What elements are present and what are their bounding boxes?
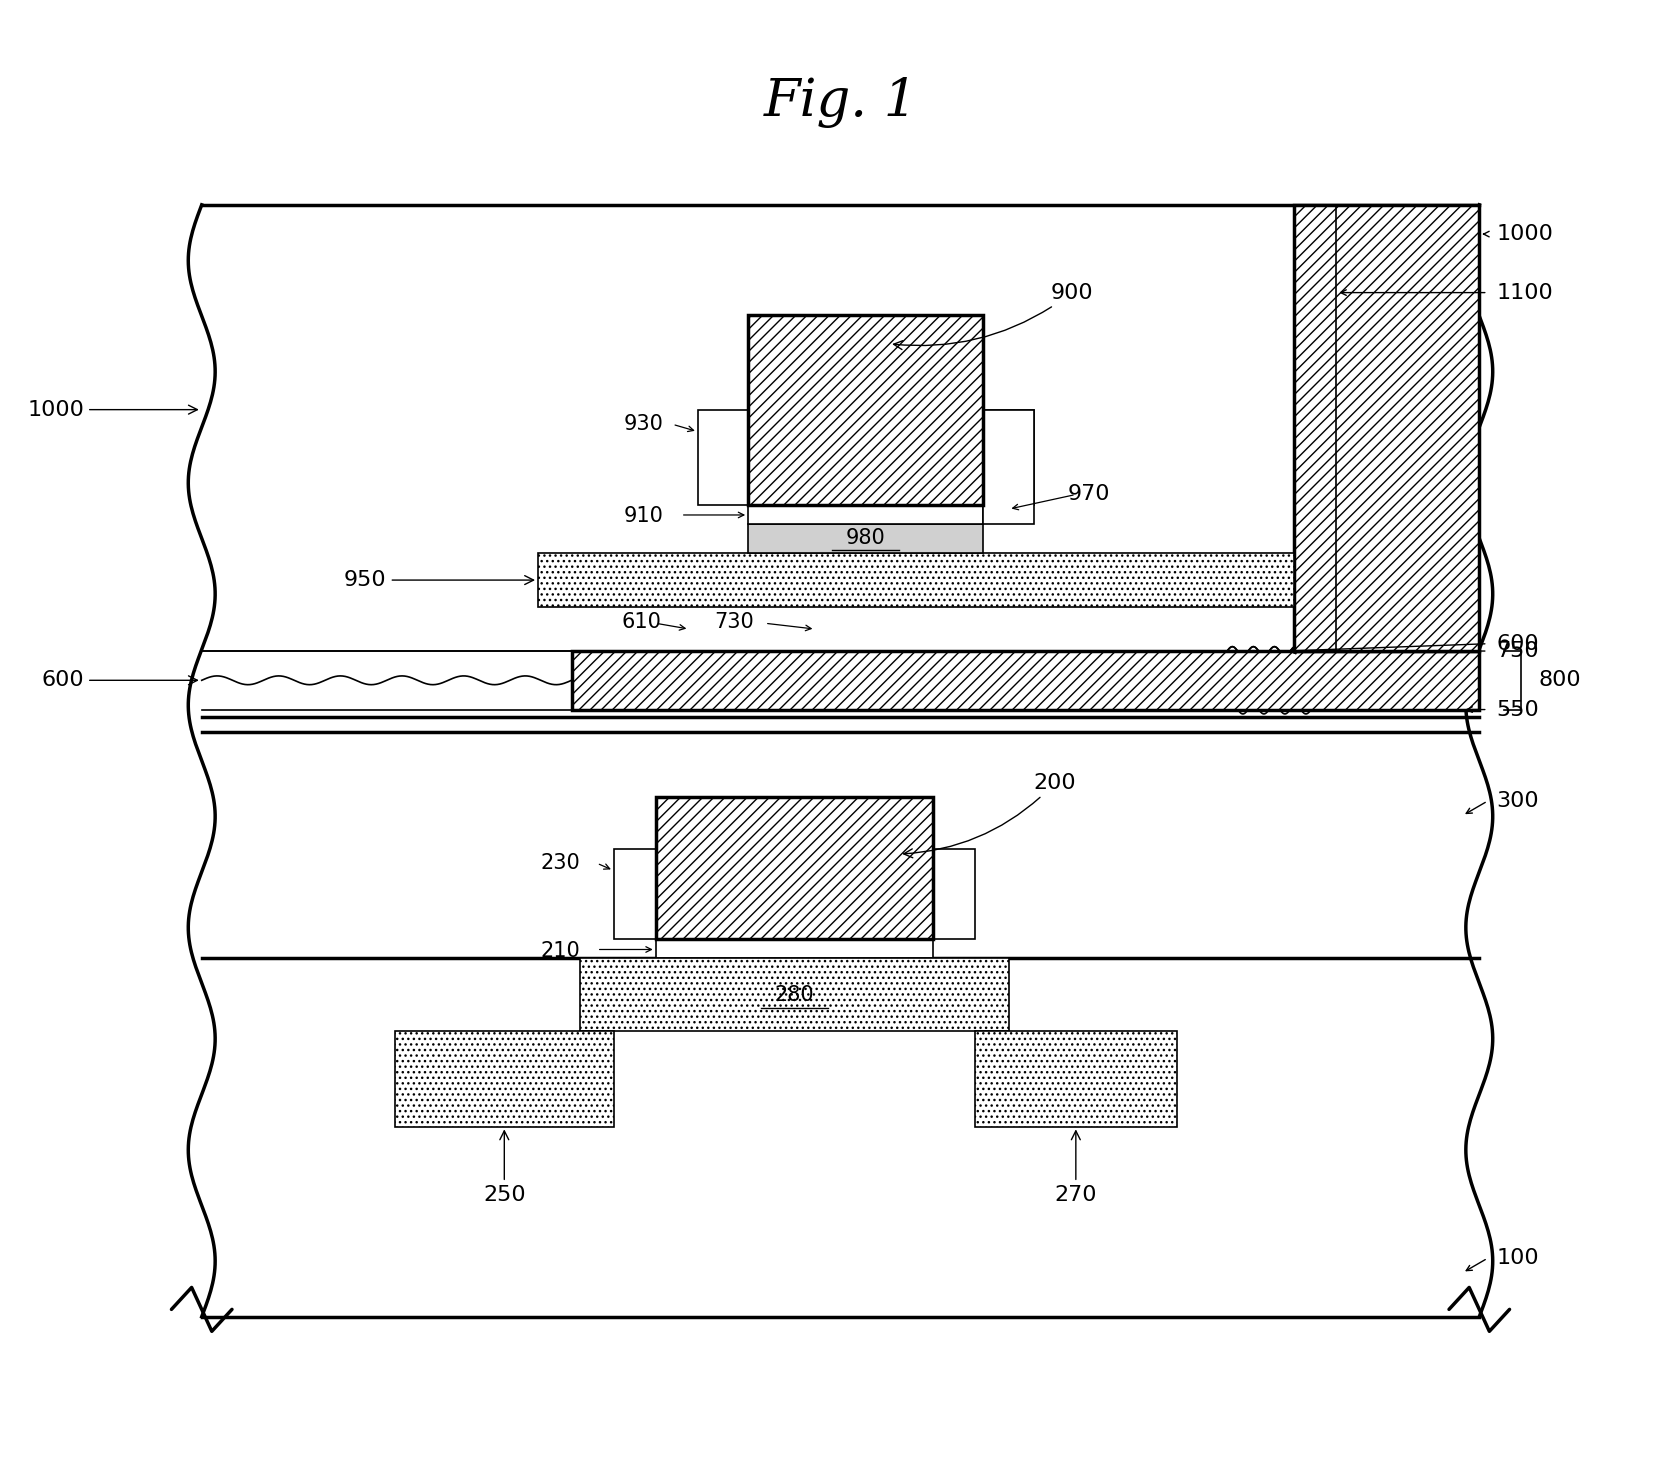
Text: 1000: 1000 bbox=[1495, 224, 1552, 244]
Text: 980: 980 bbox=[845, 528, 885, 549]
Bar bbox=[580, 958, 1008, 1031]
Text: 270: 270 bbox=[1053, 1131, 1097, 1206]
Text: 730: 730 bbox=[714, 612, 754, 632]
Text: 550: 550 bbox=[1495, 699, 1537, 720]
Bar bbox=[1294, 205, 1478, 651]
Text: 1000: 1000 bbox=[27, 399, 197, 420]
Text: 100: 100 bbox=[1495, 1248, 1537, 1268]
Bar bbox=[655, 939, 932, 958]
Text: 970: 970 bbox=[1067, 484, 1109, 505]
Text: 210: 210 bbox=[539, 941, 580, 961]
Text: 250: 250 bbox=[482, 1131, 526, 1206]
Bar bbox=[697, 410, 748, 505]
Bar bbox=[983, 410, 1033, 505]
Bar bbox=[748, 315, 983, 505]
Text: 950: 950 bbox=[344, 571, 533, 590]
Text: 910: 910 bbox=[623, 506, 664, 527]
Text: 230: 230 bbox=[539, 853, 580, 873]
Bar bbox=[395, 1031, 613, 1127]
Bar bbox=[748, 505, 983, 524]
Bar bbox=[571, 651, 1478, 710]
Text: Fig. 1: Fig. 1 bbox=[763, 78, 917, 127]
Text: 900: 900 bbox=[894, 282, 1092, 350]
Text: 600: 600 bbox=[1495, 633, 1537, 654]
Text: 800: 800 bbox=[1537, 670, 1579, 691]
Text: 1100: 1100 bbox=[1495, 282, 1552, 303]
Text: 280: 280 bbox=[774, 985, 813, 1005]
Text: 610: 610 bbox=[622, 612, 662, 632]
Text: 200: 200 bbox=[904, 772, 1075, 857]
Bar bbox=[932, 849, 974, 939]
Bar bbox=[983, 410, 1033, 524]
Bar bbox=[974, 1031, 1176, 1127]
Text: 300: 300 bbox=[1495, 791, 1537, 811]
Bar bbox=[538, 553, 1294, 607]
Bar bbox=[613, 849, 655, 939]
Bar bbox=[748, 524, 983, 553]
Text: 750: 750 bbox=[1495, 641, 1537, 661]
Bar bbox=[655, 797, 932, 939]
Text: 600: 600 bbox=[42, 670, 197, 691]
Text: 930: 930 bbox=[623, 414, 664, 435]
